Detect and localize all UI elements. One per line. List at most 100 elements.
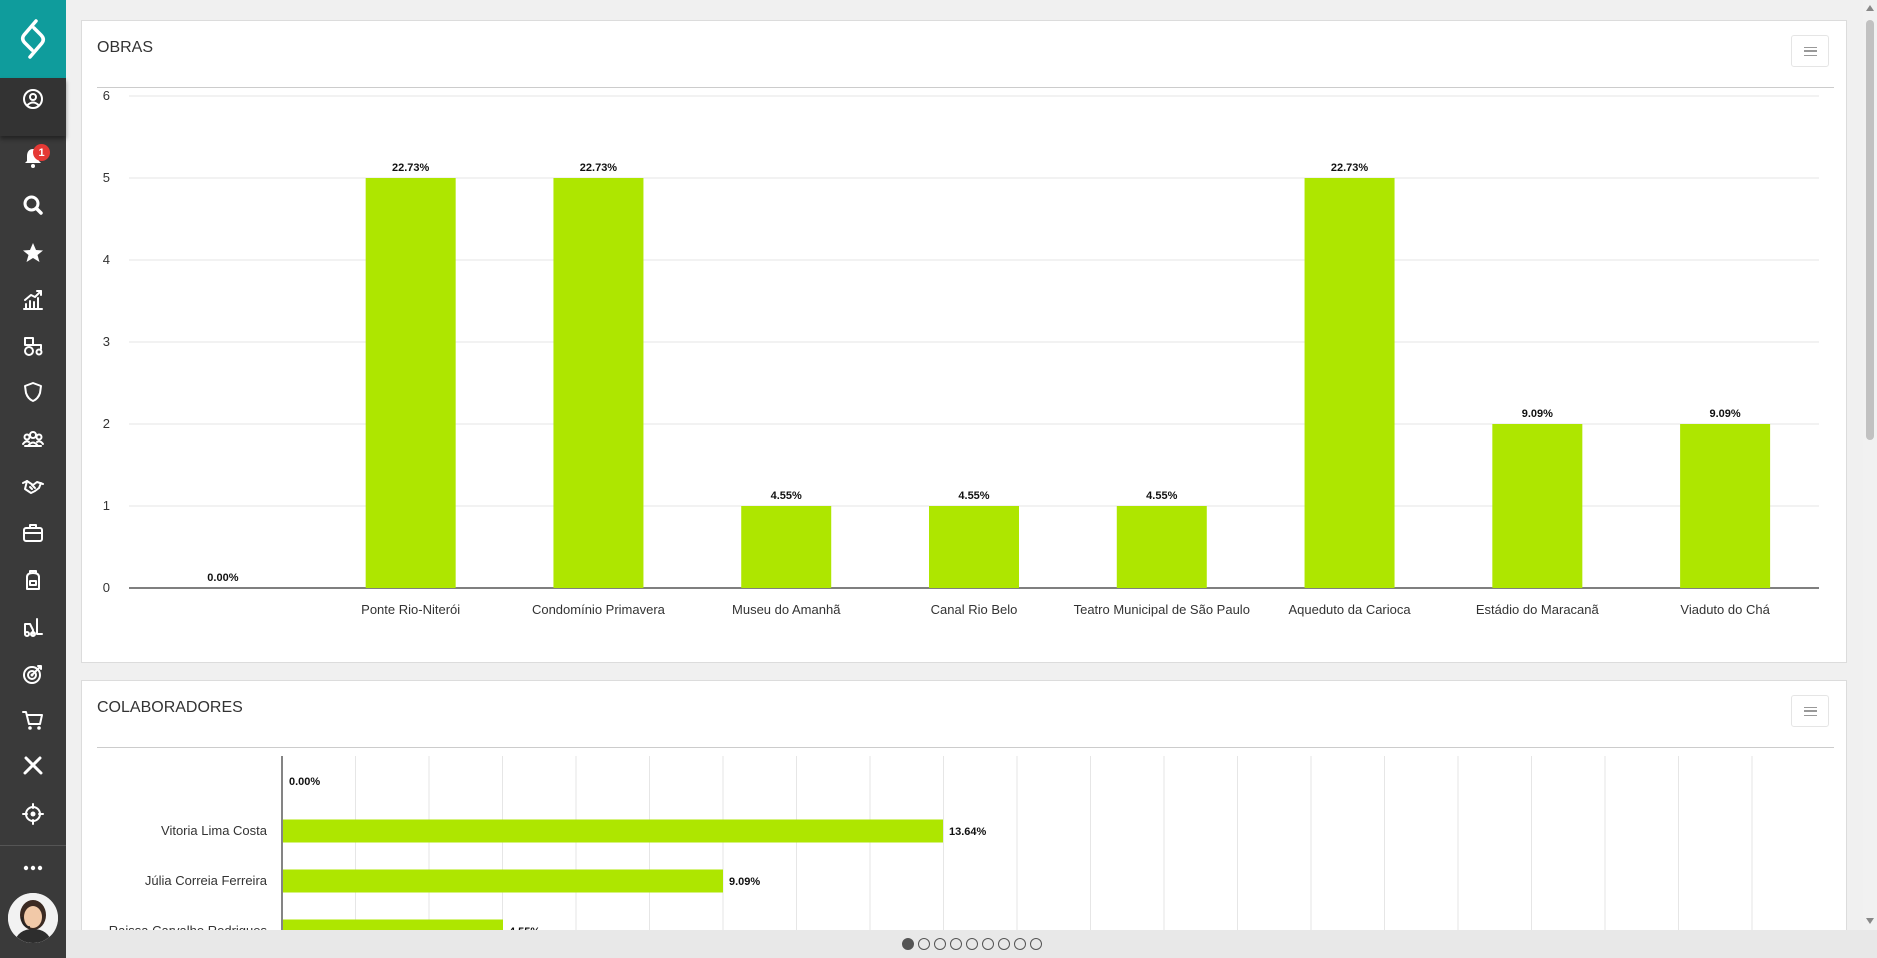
pager-dot[interactable] — [981, 938, 994, 950]
bar[interactable] — [741, 506, 832, 588]
x-tick-label: Teatro Municipal de São Paulo — [1074, 602, 1250, 617]
logo-icon — [20, 19, 46, 59]
tractor-icon — [24, 337, 43, 356]
hamburger-icon — [1803, 46, 1817, 56]
data-label: 4.55% — [509, 926, 540, 930]
scroll-thumb[interactable] — [1866, 20, 1874, 440]
y-tick-label: Júlia Correia Ferreira — [145, 873, 268, 888]
data-label: 0.00% — [207, 572, 238, 584]
data-label: 4.55% — [958, 490, 989, 502]
nav-crosshair-button[interactable] — [0, 794, 66, 834]
star-icon — [23, 243, 43, 262]
nav-tools-button[interactable] — [0, 746, 66, 786]
colaboradores-bar-chart: 0.00% 13.64% Vitoria Lima Costa 9.09% Júlia … — [109, 756, 1753, 931]
bar[interactable] — [1492, 424, 1583, 588]
y-tick-label: 0 — [103, 580, 110, 595]
nav-chart-growth-button[interactable] — [0, 280, 66, 320]
nav-more-button[interactable] — [0, 848, 66, 888]
user-circle-icon — [23, 89, 43, 109]
title-divider — [97, 87, 1834, 88]
notification-badge: 1 — [33, 144, 50, 161]
y-tick-label: Raissa Carvalho Rodrigues — [109, 923, 268, 930]
nav-team-button[interactable] — [0, 419, 66, 459]
panel-title: COLABORADORES — [97, 699, 243, 716]
pager-dot[interactable] — [1013, 938, 1026, 950]
nav-shield-button[interactable] — [0, 372, 66, 412]
bar[interactable] — [283, 919, 503, 931]
pager-dot[interactable] — [949, 938, 962, 950]
scroll-up-arrow[interactable] — [1866, 5, 1874, 11]
y-tick-label: 2 — [103, 416, 110, 431]
obras-bar-chart: 0 1 2 3 4 5 6 0.00% 22.73% Ponte Rio-Niterói 22.73… — [103, 88, 1819, 617]
x-tick-label: Ponte Rio-Niterói — [361, 602, 460, 617]
backpack-icon — [26, 570, 40, 590]
crosshair-icon — [22, 803, 44, 825]
nav-search-button[interactable] — [0, 185, 66, 225]
pager-dot[interactable] — [997, 938, 1010, 950]
pager-dot[interactable] — [965, 938, 978, 950]
obras-panel: OBRAS 0 1 2 3 4 5 6 0.00% 22.73% Ponte Rio-Niteró… — [81, 20, 1847, 663]
briefcase-icon — [23, 524, 43, 542]
data-label: 22.73% — [580, 162, 618, 174]
hamburger-icon — [1803, 706, 1817, 716]
y-tick-label: Vitoria Lima Costa — [161, 823, 268, 838]
scroll-down-arrow[interactable] — [1866, 918, 1874, 924]
title-divider — [97, 747, 1834, 748]
pager-dot[interactable] — [1029, 938, 1042, 950]
avatar[interactable] — [8, 893, 58, 943]
nav-cart-button[interactable] — [0, 700, 66, 740]
chart-menu-button[interactable] — [1791, 35, 1829, 67]
more-icon — [23, 865, 43, 871]
dashboard-pager — [66, 930, 1877, 958]
nav-target-button[interactable] — [0, 654, 66, 694]
bar[interactable] — [553, 178, 644, 588]
team-icon — [22, 431, 44, 447]
target-icon — [23, 665, 42, 684]
y-tick-label: 1 — [103, 498, 110, 513]
bar[interactable] — [1680, 424, 1771, 588]
dashboard-content: OBRAS 0 1 2 3 4 5 6 0.00% 22.73% Ponte Rio-Niteró… — [66, 0, 1863, 930]
pager-dot[interactable] — [917, 938, 930, 950]
bar[interactable] — [1304, 178, 1395, 588]
bar[interactable] — [929, 506, 1019, 588]
bar[interactable] — [283, 869, 723, 893]
chart-menu-button[interactable] — [1791, 695, 1829, 727]
nav-briefcase-button[interactable] — [0, 513, 66, 553]
avatar-image — [8, 893, 58, 943]
pager-dot[interactable] — [933, 938, 946, 950]
cart-icon — [22, 711, 43, 730]
x-tick-label: Viaduto do Chá — [1680, 602, 1770, 617]
handshake-icon — [22, 480, 44, 494]
y-tick-label: 4 — [103, 252, 110, 267]
y-tick-label: 5 — [103, 170, 110, 185]
data-label: 9.09% — [1522, 408, 1553, 420]
nav-star-button[interactable] — [0, 233, 66, 273]
bar[interactable] — [283, 819, 943, 843]
nav-tractor-button[interactable] — [0, 326, 66, 366]
divider — [0, 845, 66, 846]
data-label: 22.73% — [1331, 162, 1369, 174]
data-label: 4.55% — [1146, 490, 1177, 502]
pager-dot[interactable] — [901, 938, 914, 950]
data-label: 4.55% — [771, 490, 802, 502]
app-logo[interactable] — [0, 0, 66, 78]
tools-icon — [23, 756, 43, 775]
bar[interactable] — [1116, 506, 1207, 588]
sidebar: 1 — [0, 0, 66, 958]
colaboradores-panel: COLABORADORES 0.00% 13.64% Vitoria Lima Co… — [81, 680, 1847, 930]
data-label: 9.09% — [1710, 408, 1741, 420]
x-tick-label: Museu do Amanhã — [732, 602, 841, 617]
page-scrollbar[interactable] — [1863, 0, 1877, 930]
data-label: 13.64% — [949, 826, 987, 838]
x-tick-label: Canal Rio Belo — [931, 602, 1018, 617]
x-tick-label: Aqueduto da Carioca — [1288, 602, 1411, 617]
bar[interactable] — [365, 178, 456, 588]
data-label: 9.09% — [729, 876, 760, 888]
nav-handshake-button[interactable] — [0, 466, 66, 506]
nav-backpack-button[interactable] — [0, 560, 66, 600]
nav-forklift-button[interactable] — [0, 607, 66, 647]
search-icon — [23, 195, 43, 215]
nav-user-circle-button[interactable] — [0, 79, 66, 119]
nav-bell-button[interactable]: 1 — [0, 138, 66, 178]
x-tick-label: Condomínio Primavera — [532, 602, 666, 617]
